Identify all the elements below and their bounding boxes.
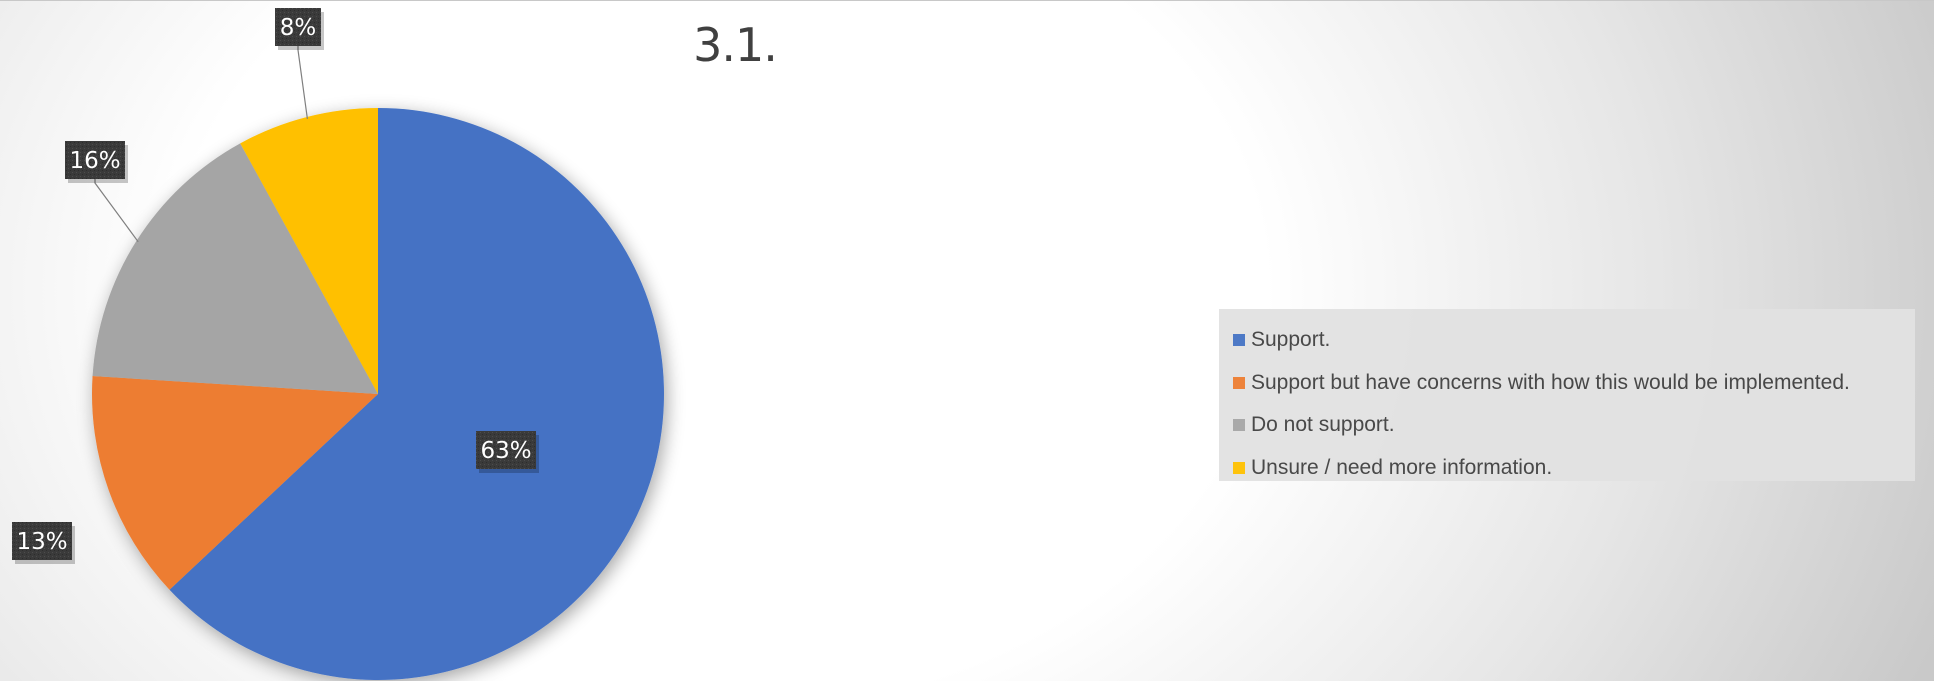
data-label-support: 63% [476, 431, 539, 473]
leader-line-do-not-support [94, 179, 139, 243]
legend-label-do-not-support: Do not support. [1251, 413, 1395, 437]
pie-slice-unsure [240, 108, 378, 394]
legend-item-support-with-concerns: Support but have concerns with how this … [1219, 362, 1915, 405]
legend-swatch-do-not-support [1233, 419, 1245, 432]
data-label-support-with-concerns: 13% [12, 522, 75, 564]
pie-slice-support [169, 108, 664, 680]
leader-line-unsure [297, 46, 308, 119]
legend-label-support-with-concerns: Support but have concerns with how this … [1251, 370, 1850, 394]
svg-text:63%: 63% [480, 438, 531, 464]
svg-text:8%: 8% [280, 15, 317, 41]
data-label-do-not-support: 16% [65, 141, 128, 183]
legend-item-unsure: Unsure / need more information. [1219, 447, 1915, 490]
top-border [0, 0, 1934, 1]
legend-label-unsure: Unsure / need more information. [1251, 455, 1553, 479]
legend-label-support: Support. [1251, 328, 1331, 352]
chart-title: 3.1. [693, 18, 778, 72]
legend-item-do-not-support: Do not support. [1219, 404, 1915, 447]
pie-slice-support-with-concerns [91, 376, 378, 590]
svg-text:16%: 16% [69, 148, 120, 174]
pie-slice-do-not-support [92, 143, 378, 394]
data-label-unsure: 8% [275, 8, 324, 50]
legend-item-support: Support. [1219, 319, 1915, 362]
legend: Support. Support but have concerns with … [1219, 309, 1915, 481]
legend-swatch-unsure [1233, 461, 1245, 474]
svg-text:13%: 13% [16, 529, 67, 555]
legend-swatch-support [1233, 334, 1245, 347]
legend-swatch-support-with-concerns [1233, 376, 1245, 389]
